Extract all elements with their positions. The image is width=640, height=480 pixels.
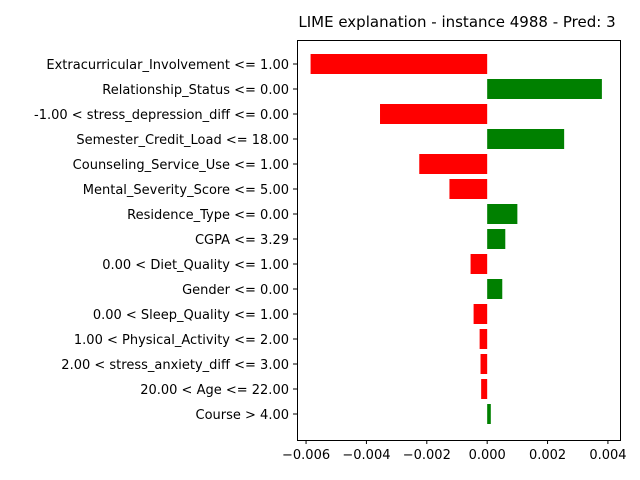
x-tick-label: −0.002 (403, 448, 451, 463)
bar (487, 204, 518, 224)
x-tick-label: −0.006 (282, 448, 330, 463)
bar (473, 304, 488, 324)
x-tick-label: 0.004 (589, 448, 626, 463)
x-tick-label: −0.004 (342, 448, 390, 463)
bar (487, 79, 602, 99)
category-label: -1.00 < stress_depression_diff <= 0.00 (34, 108, 289, 123)
x-tick-label: 0.000 (469, 448, 506, 463)
category-label: 0.00 < Sleep_Quality <= 1.00 (93, 308, 289, 323)
bar (487, 404, 491, 424)
chart-title: LIME explanation - instance 4988 - Pred:… (298, 13, 615, 31)
bar (479, 329, 488, 349)
x-ticks-group: −0.006 −0.004 −0.002 0.000 0.002 0.004 (282, 440, 627, 463)
category-label: 0.00 < Diet_Quality <= 1.00 (102, 258, 289, 273)
category-label: Extracurricular_Involvement <= 1.00 (46, 58, 289, 73)
category-label: Residence_Type <= 0.00 (127, 208, 289, 223)
bar (419, 154, 488, 174)
bar (481, 379, 488, 399)
bar (449, 179, 488, 199)
category-label: Course > 4.00 (196, 408, 290, 423)
bar (487, 279, 503, 299)
bars-group (310, 54, 602, 424)
bar (380, 104, 488, 124)
x-tick-label: 0.002 (529, 448, 566, 463)
bar (310, 54, 488, 74)
plot-frame (297, 40, 621, 441)
category-label: 20.00 < Age <= 22.00 (140, 383, 289, 398)
category-label: 1.00 < Physical_Activity <= 2.00 (74, 333, 289, 348)
category-label: Mental_Severity_Score <= 5.00 (83, 183, 289, 198)
category-label: Counseling_Service_Use <= 1.00 (73, 158, 289, 173)
bar (480, 354, 488, 374)
category-labels-group: Extracurricular_Involvement <= 1.00 Relat… (34, 58, 297, 423)
bar (487, 229, 506, 249)
category-label: Relationship_Status <= 0.00 (102, 83, 289, 98)
category-label: 2.00 < stress_anxiety_diff <= 3.00 (61, 358, 289, 373)
bar (470, 254, 488, 274)
category-label: Gender <= 0.00 (182, 283, 289, 298)
category-label: CGPA <= 3.29 (195, 233, 289, 248)
category-label: Semester_Credit_Load <= 18.00 (76, 133, 289, 148)
bar (487, 129, 565, 149)
